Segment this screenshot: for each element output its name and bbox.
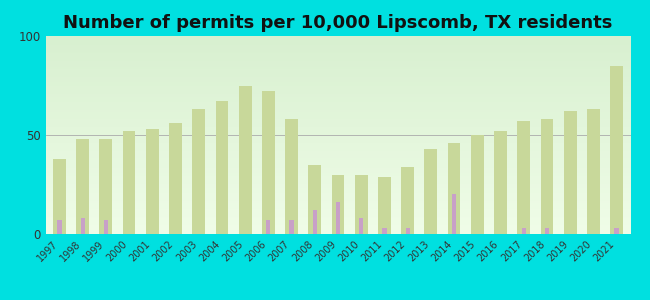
Bar <box>104 220 108 234</box>
Bar <box>545 228 549 234</box>
Bar <box>239 85 252 234</box>
Bar <box>359 218 363 234</box>
Bar <box>146 129 159 234</box>
Bar <box>285 119 298 234</box>
Bar <box>216 101 228 234</box>
Bar <box>53 159 66 234</box>
Bar <box>452 194 456 234</box>
Bar <box>169 123 182 234</box>
Bar <box>355 175 368 234</box>
Bar <box>313 210 317 234</box>
Bar <box>81 218 84 234</box>
Bar <box>99 139 112 234</box>
Bar <box>406 228 410 234</box>
Bar <box>378 177 391 234</box>
Bar <box>424 149 437 234</box>
Bar <box>289 220 294 234</box>
Bar <box>614 228 619 234</box>
Bar <box>517 121 530 234</box>
Bar <box>471 135 484 234</box>
Bar <box>494 131 507 234</box>
Bar <box>76 139 89 234</box>
Bar <box>610 66 623 234</box>
Bar <box>192 109 205 234</box>
Title: Number of permits per 10,000 Lipscomb, TX residents: Number of permits per 10,000 Lipscomb, T… <box>63 14 613 32</box>
Bar <box>587 109 600 234</box>
Bar <box>448 143 460 234</box>
Bar <box>57 220 62 234</box>
Bar <box>123 131 135 234</box>
Bar <box>541 119 553 234</box>
Bar <box>308 165 321 234</box>
Bar <box>266 220 270 234</box>
Bar <box>332 175 344 234</box>
Bar <box>564 111 577 234</box>
Bar <box>382 228 387 234</box>
Bar <box>336 202 340 234</box>
Bar <box>401 167 414 234</box>
Bar <box>521 228 526 234</box>
Bar <box>262 92 275 234</box>
